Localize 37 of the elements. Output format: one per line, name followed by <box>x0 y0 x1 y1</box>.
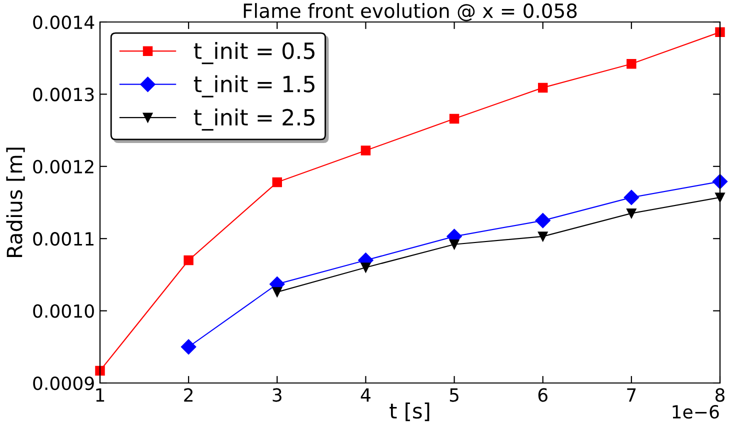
point <box>535 212 550 228</box>
point <box>184 255 194 266</box>
x-tick-label: 5 <box>450 388 458 402</box>
point <box>272 177 282 188</box>
point <box>626 208 636 218</box>
x-tick-label: 4 <box>360 388 370 402</box>
y-tick-label: 0.0011 <box>33 232 94 246</box>
x-tick-label: 6 <box>538 388 548 402</box>
point <box>624 190 639 206</box>
point <box>715 27 725 37</box>
x-tick-label: 3 <box>272 388 282 402</box>
y-tick-label: 0.0013 <box>33 88 94 102</box>
point <box>626 59 636 69</box>
legend-label: t_init = 2.5 <box>194 108 314 131</box>
point <box>538 232 548 242</box>
point <box>449 114 460 124</box>
point <box>360 146 371 156</box>
text: 1e−6 <box>672 404 719 419</box>
point <box>360 262 371 272</box>
point <box>181 339 196 354</box>
y-tick-label: 0.0014 <box>33 15 94 30</box>
legend-label: t_init = 1.5 <box>194 75 314 98</box>
y-axis-title: Radius [m] <box>6 148 25 257</box>
y-tick-label: 0.0012 <box>33 160 94 174</box>
point <box>449 240 460 250</box>
point <box>272 287 282 297</box>
point <box>95 366 105 376</box>
y-tick-label: 0.0009 <box>33 376 94 390</box>
y-tick-label: 0.0010 <box>33 304 94 318</box>
x-tick-label: 8 <box>715 388 725 402</box>
x-axis-title: t [s] <box>390 402 430 422</box>
chart-title: Flame front evolution @ x = 0.058 <box>244 3 577 22</box>
point <box>538 82 548 93</box>
x-tick-label: 7 <box>627 388 636 402</box>
x-tick-label: 1 <box>96 388 104 402</box>
x-tick-label: 2 <box>184 388 193 402</box>
legend-label: t_init = 0.5 <box>194 42 314 64</box>
